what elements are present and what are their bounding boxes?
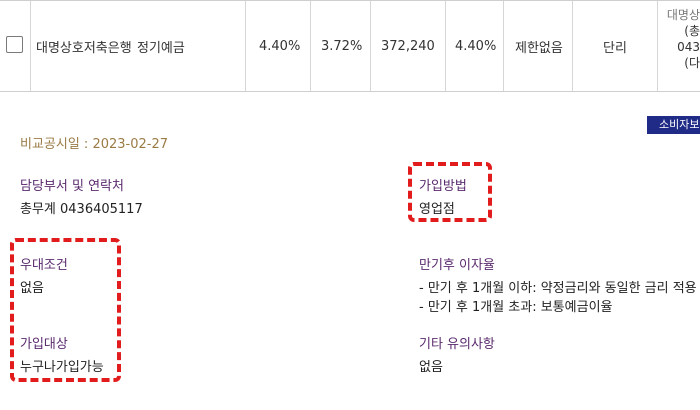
rate-pre-tax: 4.40% bbox=[259, 38, 301, 54]
join-method-label: 가입방법 bbox=[419, 179, 467, 194]
column-divider bbox=[445, 1, 446, 91]
maturity-interest-line: - 만기 후 1개월 초과: 보통예금이율 bbox=[419, 300, 613, 315]
eligibility-label: 가입대상 bbox=[20, 337, 68, 352]
highlight-box-preferential-eligibility bbox=[10, 238, 121, 382]
contact-value: 총무계 0436405117 bbox=[20, 202, 143, 217]
eligibility-value: 누구나가입가능 bbox=[20, 360, 104, 375]
column-divider bbox=[30, 1, 31, 91]
other-notes-label: 기타 유의사항 bbox=[419, 337, 495, 352]
maturity-interest-label: 만기후 이자율 bbox=[419, 258, 495, 273]
branch-info-cut-off: 대명상 (총 043 (다 bbox=[660, 7, 700, 71]
interest-amount: 372,240 bbox=[381, 38, 435, 54]
disclosure-date: 비교공시일 : 2023-02-27 bbox=[20, 137, 168, 152]
branch-info-line: (총 bbox=[684, 24, 700, 38]
preferential-label: 우대조건 bbox=[20, 258, 68, 273]
column-divider bbox=[245, 1, 246, 91]
preferential-value: 없음 bbox=[20, 281, 44, 296]
product-name: 정기예금 bbox=[137, 40, 185, 56]
highlight-box-join-method bbox=[408, 162, 492, 222]
column-divider bbox=[310, 1, 311, 91]
rate-after-tax: 3.72% bbox=[321, 38, 363, 54]
join-method-value: 영업점 bbox=[419, 202, 455, 217]
product-row[interactable]: 대명상호저축은행 정기예금 4.40% 3.72% 372,240 4.40% … bbox=[0, 0, 700, 92]
column-divider bbox=[370, 1, 371, 91]
column-divider bbox=[572, 1, 573, 91]
row-select-checkbox[interactable] bbox=[6, 36, 23, 53]
branch-info-line: 대명상 bbox=[666, 8, 700, 22]
interest-type: 단리 bbox=[603, 40, 627, 56]
other-notes-value: 없음 bbox=[419, 360, 443, 375]
column-divider bbox=[503, 1, 504, 91]
contact-label: 담당부서 및 연락처 bbox=[20, 179, 124, 194]
deposit-limit: 제한없음 bbox=[515, 40, 563, 56]
branch-info-line: 043 bbox=[677, 40, 700, 54]
maturity-interest-line: - 만기 후 1개월 이하: 약정금리와 동일한 금리 적용 bbox=[419, 281, 697, 296]
max-rate: 4.40% bbox=[455, 38, 497, 54]
branch-info-line: (다 bbox=[684, 56, 700, 70]
bank-name: 대명상호저축은행 bbox=[36, 40, 132, 56]
column-divider bbox=[657, 1, 658, 91]
consumer-protection-badge[interactable]: 소비자보 bbox=[647, 116, 700, 134]
